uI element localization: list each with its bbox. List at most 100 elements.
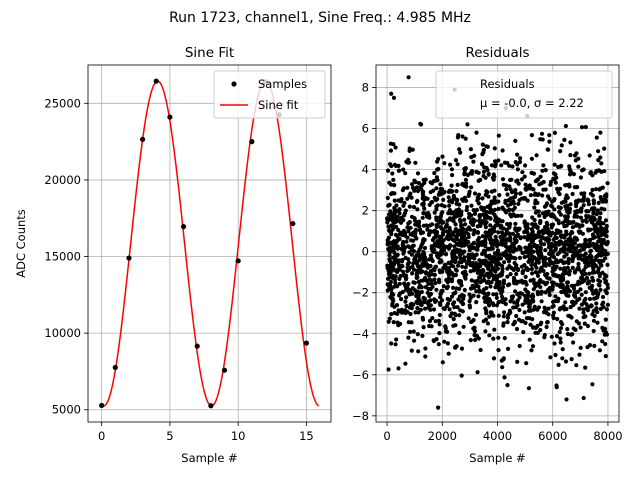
residual-point	[534, 265, 539, 270]
residual-point	[398, 291, 403, 296]
residual-point	[469, 203, 474, 208]
residual-point	[465, 122, 470, 127]
residual-point	[469, 185, 474, 190]
residual-point	[593, 170, 598, 175]
residual-point	[477, 289, 482, 294]
residual-point	[491, 292, 496, 297]
residual-point	[580, 218, 585, 224]
sine-ytick-label-1: 10000	[44, 326, 81, 340]
residual-point	[420, 240, 426, 245]
residual-point	[457, 217, 463, 223]
residual-outlier-2	[391, 95, 397, 100]
residual-point	[502, 208, 507, 213]
residual-point	[428, 307, 433, 312]
residual-point	[430, 249, 435, 254]
resid-ytick-label-2: −4	[352, 327, 369, 341]
residual-point	[519, 213, 524, 218]
residual-point	[404, 303, 409, 309]
residual-point	[454, 214, 459, 219]
residual-point	[440, 154, 445, 159]
residual-point	[447, 307, 452, 312]
residual-point	[542, 214, 547, 219]
residual-point	[581, 310, 586, 315]
residual-point	[405, 185, 410, 190]
residual-point	[415, 198, 420, 203]
residual-point	[406, 229, 411, 234]
sine-xlabel: Sample #	[181, 451, 237, 465]
residual-point	[509, 190, 515, 195]
residual-point	[474, 300, 479, 305]
residual-point	[478, 347, 483, 353]
residual-point	[468, 295, 473, 300]
residual-point	[460, 293, 465, 298]
residual-point	[573, 223, 579, 228]
residual-point	[448, 162, 453, 167]
residual-point	[493, 242, 498, 247]
residual-point	[456, 263, 461, 268]
residual-point	[459, 283, 464, 288]
residual-point	[410, 264, 415, 269]
residual-point	[563, 183, 568, 188]
residual-point	[445, 296, 450, 302]
residual-point	[417, 291, 422, 296]
residual-point	[534, 245, 539, 250]
residual-point	[577, 352, 582, 357]
residual-point	[538, 284, 543, 290]
residual-point	[403, 310, 408, 316]
residual-point	[525, 254, 531, 259]
residual-point	[579, 125, 585, 130]
residual-point	[502, 160, 507, 165]
residual-point	[476, 201, 481, 206]
residual-point	[594, 227, 600, 233]
residual-point	[535, 249, 540, 254]
residual-point	[385, 263, 390, 268]
residual-point	[596, 266, 601, 271]
residual-point	[407, 204, 412, 209]
residual-point	[538, 220, 543, 226]
residual-point	[397, 267, 403, 272]
residual-point	[450, 173, 455, 178]
residual-point	[594, 135, 599, 140]
residual-point	[413, 160, 418, 165]
residual-point	[405, 225, 410, 230]
sample-point-5	[167, 114, 173, 120]
residual-point	[496, 300, 501, 305]
residual-point	[417, 258, 422, 263]
residual-point	[409, 252, 414, 257]
residual-point	[578, 215, 584, 220]
residual-point	[396, 237, 401, 242]
residual-point	[483, 175, 488, 180]
residual-point	[491, 255, 496, 260]
residual-point	[553, 298, 558, 304]
residual-point	[386, 367, 391, 372]
residual-point	[405, 262, 410, 267]
residual-point	[397, 168, 402, 173]
residual-point	[434, 287, 439, 292]
residual-point	[500, 242, 505, 247]
resid-xtick-label-0: 0	[383, 429, 390, 443]
resid-ytick-label-6: 4	[362, 163, 369, 177]
residual-point	[394, 337, 399, 342]
residual-point	[454, 201, 459, 206]
residual-point	[581, 315, 586, 320]
residual-point	[401, 218, 406, 223]
residual-point	[493, 218, 498, 223]
residual-point	[493, 164, 498, 169]
residual-point	[500, 177, 506, 182]
residual-point	[522, 235, 527, 240]
residual-point	[389, 291, 394, 296]
residual-point	[501, 314, 506, 319]
residual-point	[582, 321, 587, 326]
residual-point	[595, 248, 600, 253]
residual-point	[389, 232, 394, 237]
residual-point	[547, 139, 552, 144]
residual-point	[398, 263, 404, 269]
residual-point	[523, 163, 528, 168]
residual-point	[531, 307, 536, 312]
residual-point	[523, 186, 528, 191]
residual-point	[490, 210, 495, 215]
residual-point	[401, 249, 407, 254]
residual-point	[457, 147, 462, 152]
residual-point	[413, 180, 418, 185]
residual-point	[411, 261, 416, 266]
